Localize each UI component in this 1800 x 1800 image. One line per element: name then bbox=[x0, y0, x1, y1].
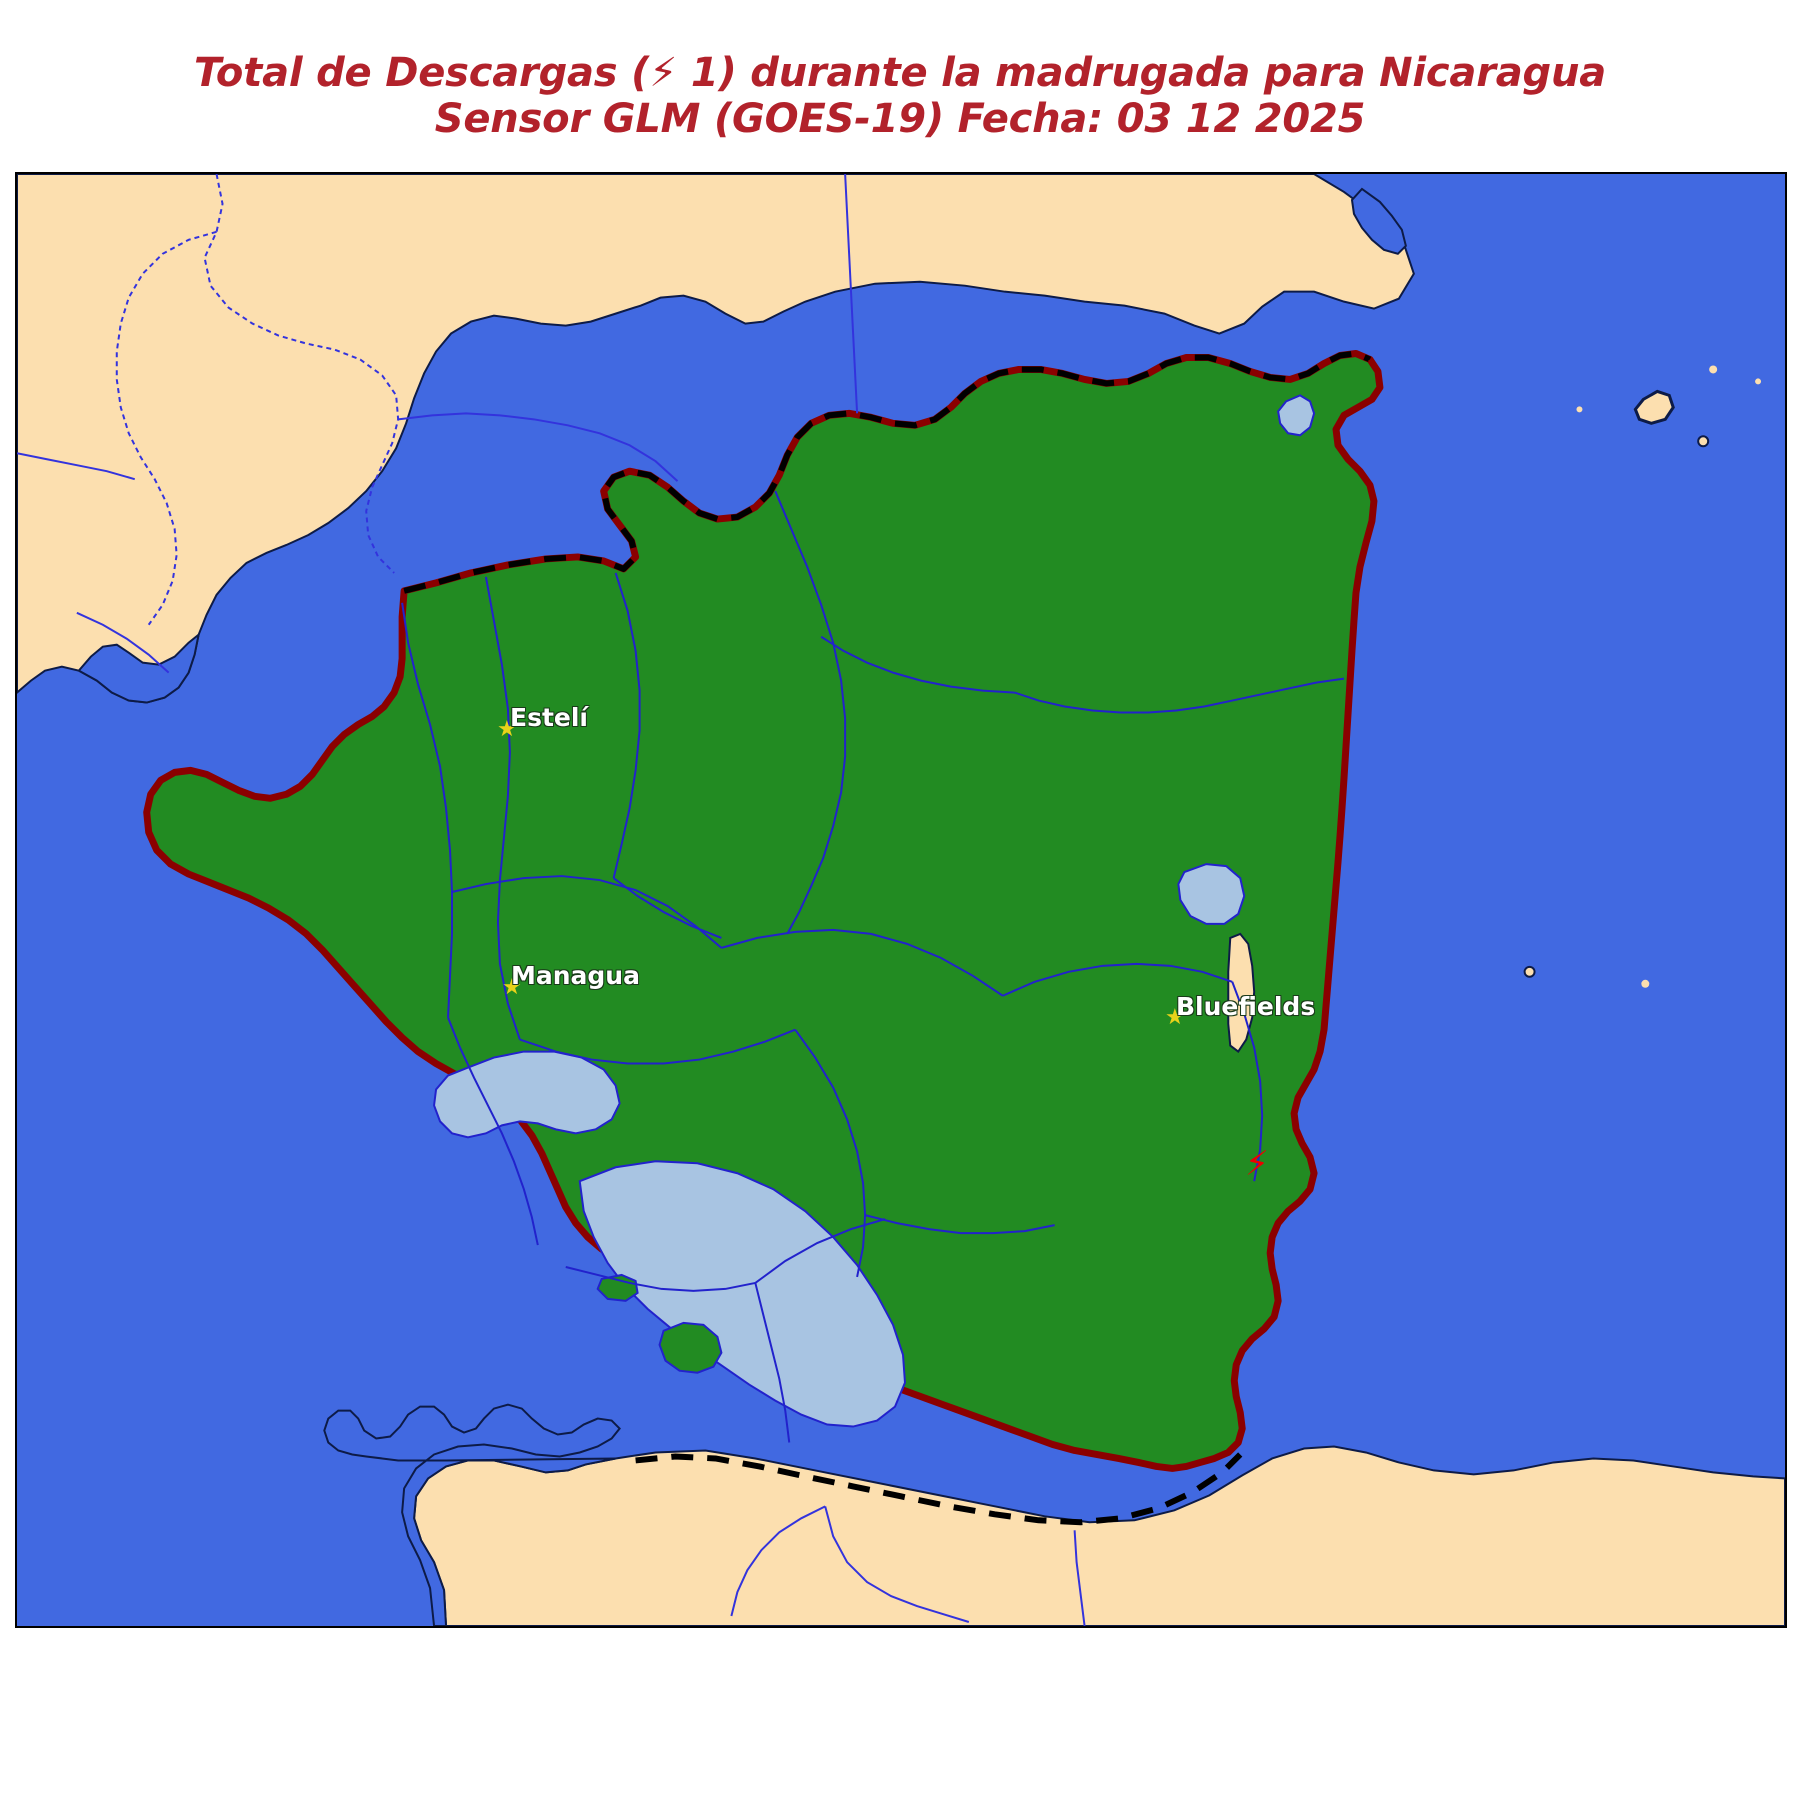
ometepe-island bbox=[658, 1321, 723, 1374]
pacific-inlet-south bbox=[323, 1403, 621, 1626]
city-marker-esteli: ★ bbox=[497, 717, 517, 742]
department-boundaries bbox=[401, 490, 1345, 1443]
title-line-1: Total de Descargas (⚡ 1) durante la madr… bbox=[193, 50, 1607, 96]
costa-rica-boundaries bbox=[730, 1505, 1086, 1626]
dept-line-8 bbox=[1014, 677, 1345, 714]
corn-island-big bbox=[1633, 389, 1675, 425]
foreign-border-5 bbox=[17, 452, 136, 481]
cr-line-2 bbox=[730, 1505, 826, 1617]
map-frame[interactable]: ★ Estelí ★ Managua ★ Bluefields ⚡ bbox=[15, 172, 1787, 1628]
cr-line-1 bbox=[824, 1506, 970, 1623]
dept-line-11 bbox=[794, 1029, 867, 1278]
city-marker-bluefields: ★ bbox=[1165, 1005, 1185, 1030]
cay-4 bbox=[1523, 965, 1536, 978]
national-border-dashed bbox=[403, 350, 1372, 594]
cay-2 bbox=[1755, 378, 1762, 385]
dept-line-6 bbox=[774, 490, 847, 935]
cay-3 bbox=[1576, 406, 1583, 413]
dept-line-10 bbox=[519, 1028, 796, 1065]
foreign-border-2 bbox=[398, 412, 679, 482]
foreign-rivers bbox=[17, 174, 859, 674]
cr-line-3 bbox=[1073, 1530, 1086, 1626]
dept-line-17 bbox=[754, 1282, 791, 1443]
corn-island-small bbox=[1697, 435, 1710, 448]
dept-line-4 bbox=[612, 572, 641, 879]
lightning-strike-marker[interactable]: ⚡ bbox=[1245, 1144, 1269, 1184]
dept-line-5 bbox=[721, 928, 1004, 997]
cay-5 bbox=[1641, 979, 1650, 988]
foreign-border-4 bbox=[844, 174, 859, 414]
dept-line-7 bbox=[1002, 962, 1233, 997]
cay-1 bbox=[1709, 365, 1718, 374]
page-title: Total de Descargas (⚡ 1) durante la madr… bbox=[0, 50, 1800, 143]
south-border-dashed bbox=[635, 1452, 1243, 1526]
foreign-border-1 bbox=[203, 174, 400, 574]
dept-line-12 bbox=[864, 1214, 1055, 1235]
caribbean-bay-north bbox=[1350, 187, 1407, 255]
dept-line-3 bbox=[451, 875, 723, 949]
dept-line-15 bbox=[1231, 981, 1264, 1182]
foreign-river-6 bbox=[76, 611, 170, 674]
dept-line-13 bbox=[447, 1017, 539, 1246]
city-marker-managua: ★ bbox=[502, 975, 522, 1000]
bluefields-bay bbox=[1177, 863, 1246, 925]
national-border-solid bbox=[1333, 358, 1383, 522]
title-line-2: Sensor GLM (GOES-19) Fecha: 03 12 2025 bbox=[434, 96, 1366, 143]
dept-line-16 bbox=[565, 1266, 756, 1292]
dept-line-18 bbox=[754, 1218, 886, 1284]
map-canvas[interactable] bbox=[17, 174, 1785, 1626]
dept-line-9 bbox=[820, 635, 1015, 694]
gulf-of-fonseca bbox=[77, 632, 201, 704]
pearl-lagoon bbox=[1277, 394, 1316, 437]
dept-line-1 bbox=[401, 602, 454, 1018]
dept-line-14 bbox=[613, 877, 722, 939]
lake-nicaragua bbox=[578, 1160, 907, 1428]
dept-line-2 bbox=[484, 576, 521, 1040]
foreign-border-3 bbox=[115, 230, 217, 626]
